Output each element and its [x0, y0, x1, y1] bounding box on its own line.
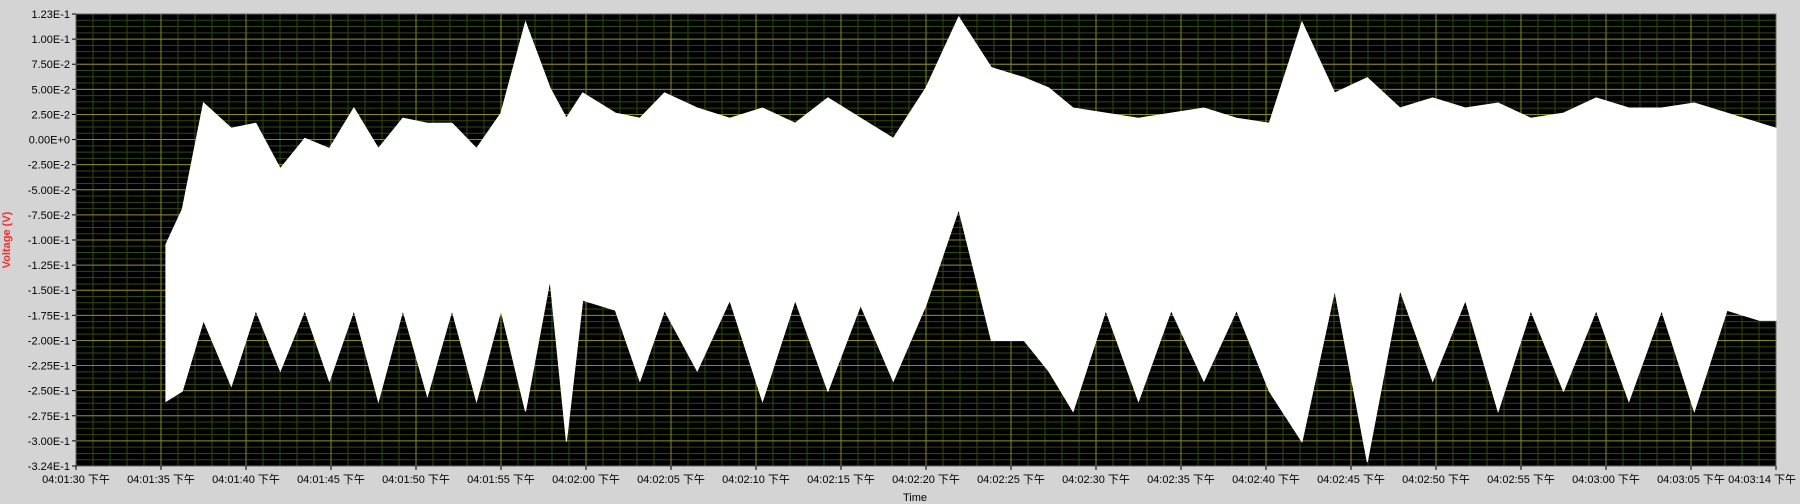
- y-tick-label: 0.00E+0: [29, 135, 70, 147]
- x-tick-label: 04:02:40 下午: [1232, 473, 1300, 486]
- x-tick-label: 04:02:00 下午: [552, 473, 620, 486]
- x-tick-label: 04:01:50 下午: [382, 473, 450, 486]
- y-tick-label: 1.23E-1: [31, 9, 70, 21]
- x-tick-label: 04:02:45 下午: [1317, 473, 1385, 486]
- x-tick-label: 04:02:15 下午: [807, 473, 875, 486]
- x-tick-label: 04:02:10 下午: [722, 473, 790, 486]
- x-tick-label: 04:01:40 下午: [212, 473, 280, 486]
- series-envelope: [165, 15, 1777, 463]
- x-tick-label: 04:02:20 下午: [892, 473, 960, 486]
- y-tick-label: -1.25E-1: [28, 260, 70, 272]
- y-axis-label: Voltage (V): [1, 211, 13, 268]
- x-axis: 04:01:30 下午 04:01:35 下午 04:01:40 下午 04:01:4…: [42, 466, 1796, 486]
- y-axis: 1.23E-1 1.00E-1 7.50E-2 5.00E-2 2.50E-2 0.00E…: [28, 9, 76, 473]
- x-axis-label: Time: [903, 492, 927, 504]
- x-tick-label: 04:02:30 下午: [1062, 473, 1130, 486]
- y-tick-label: -3.00E-1: [28, 436, 70, 448]
- x-tick-label: 04:02:35 下午: [1147, 473, 1215, 486]
- y-tick-label: -7.50E-2: [28, 210, 70, 222]
- x-tick-label: 04:01:55 下午: [467, 473, 535, 486]
- x-tick-label: 04:01:30 下午: [42, 473, 110, 486]
- x-tick-label: 04:03:00 下午: [1572, 473, 1640, 486]
- x-tick-label: 04:01:45 下午: [297, 473, 365, 486]
- x-tick-label: 04:02:25 下午: [977, 473, 1045, 486]
- x-tick-label: 04:02:05 下午: [637, 473, 705, 486]
- y-tick-label: -2.50E-2: [28, 160, 70, 172]
- y-tick-label: -1.50E-1: [28, 285, 70, 297]
- y-tick-label: -2.00E-1: [28, 335, 70, 347]
- y-tick-label: 7.50E-2: [31, 59, 70, 71]
- x-tick-label: 04:03:14 下午: [1728, 473, 1796, 486]
- y-tick-label: -3.24E-1: [28, 461, 70, 473]
- data-layer: [165, 15, 1777, 463]
- y-tick-label: -1.75E-1: [28, 310, 70, 322]
- y-tick-label: -2.50E-1: [28, 386, 70, 398]
- x-tick-label: 04:01:35 下午: [127, 473, 195, 486]
- x-tick-label: 04:02:55 下午: [1487, 473, 1555, 486]
- y-tick-label: -2.75E-1: [28, 411, 70, 423]
- x-tick-label: 04:03:05 下午: [1657, 473, 1725, 486]
- y-tick-label: 5.00E-2: [31, 84, 70, 96]
- y-tick-label: -1.00E-1: [28, 235, 70, 247]
- x-tick-label: 04:02:50 下午: [1402, 473, 1470, 486]
- y-tick-label: -5.00E-2: [28, 185, 70, 197]
- y-tick-label: 2.50E-2: [31, 109, 70, 121]
- y-tick-label: 1.00E-1: [31, 34, 70, 46]
- y-tick-label: -2.25E-1: [28, 361, 70, 373]
